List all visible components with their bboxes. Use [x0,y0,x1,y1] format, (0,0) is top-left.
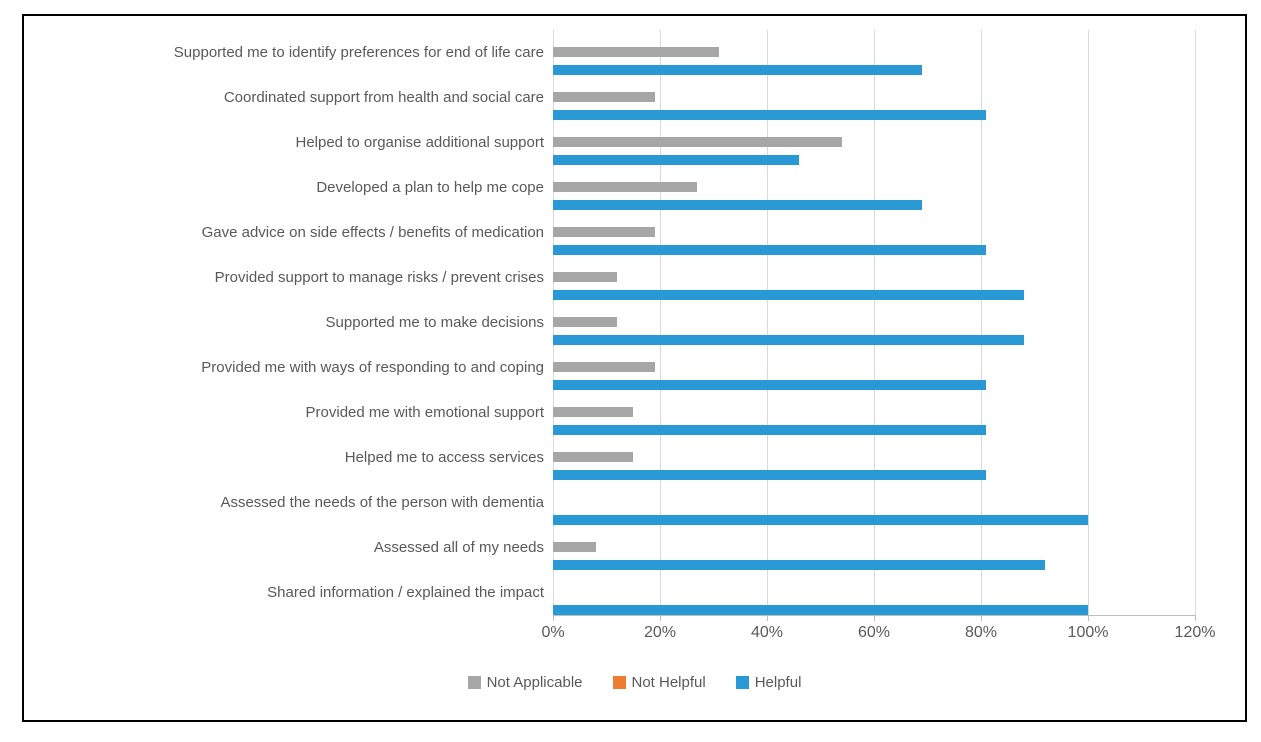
bar-helpful [553,245,987,255]
bar-group [553,570,1195,615]
x-axis-labels: 0% 20% 40% 60% 80% 100% 120% [541,624,1215,646]
legend-item-not-helpful: Not Helpful [612,674,706,691]
bar-group [553,525,1195,570]
bar-helpful [553,200,923,210]
bar-not-applicable [553,317,618,327]
category-row: Coordinated support from health and soci… [24,75,1245,120]
bar-not-applicable [553,137,842,147]
legend-swatch-icon [467,676,481,689]
category-label: Assessed all of my needs [373,539,544,556]
bar-helpful [553,560,1046,570]
bar-helpful [553,425,987,435]
x-axis-tick-mark [767,615,768,621]
category-row: Developed a plan to help me cope [24,165,1245,210]
category-row: Provided me with ways of responding to a… [24,345,1245,390]
legend-swatch-icon [735,676,749,689]
gridline [874,30,875,615]
bar-group [553,30,1195,75]
bar-not-applicable [553,272,618,282]
bar-helpful [553,110,987,120]
category-row: Provided support to manage risks / preve… [24,255,1245,300]
category-row: Helped to organise additional support [24,120,1245,165]
x-axis-tick-label: 80% [964,624,998,641]
category-row: Helped me to access services [24,435,1245,480]
bar-helpful [553,515,1088,525]
category-row: Supported me to make decisions [24,300,1245,345]
x-axis-tick-mark [553,615,554,621]
bar-not-applicable [553,362,655,372]
category-row: Shared information / explained the impac… [24,570,1245,615]
x-axis-tick-label: 100% [1067,624,1109,641]
category-label: Provided me with ways of responding to a… [201,359,544,376]
category-label: Provided support to manage risks / preve… [214,269,544,286]
bar-not-applicable [553,542,596,552]
category-label: Helped me to access services [344,449,544,466]
category-label: Helped to organise additional support [295,134,544,151]
bar-helpful [553,380,987,390]
bar-group [553,120,1195,165]
gridline [981,30,982,615]
x-axis-tick-label: 120% [1174,624,1216,641]
legend-item-helpful: Helpful [735,674,802,691]
gridline [767,30,768,615]
bar-group [553,210,1195,255]
bar-helpful [553,155,800,165]
category-label: Supported me to make decisions [325,314,544,331]
category-label: Gave advice on side effects / benefits o… [201,224,544,241]
legend: Not Applicable Not Helpful Helpful [24,674,1245,691]
bar-not-applicable [553,227,655,237]
bar-group [553,255,1195,300]
gridline [660,30,661,615]
bar-group [553,300,1195,345]
category-label: Shared information / explained the impac… [267,584,544,601]
gridline [1088,30,1089,615]
bar-helpful [553,605,1088,615]
x-axis-tick-label: 40% [750,624,784,641]
gridline [1195,30,1196,615]
category-row: Gave advice on side effects / benefits o… [24,210,1245,255]
bar-group [553,435,1195,480]
bar-not-applicable [553,407,634,417]
category-label: Provided me with emotional support [305,404,544,421]
category-row: Supported me to identify preferences for… [24,30,1245,75]
x-axis-tick-label: 60% [857,624,891,641]
bar-group [553,165,1195,210]
x-axis-tick-mark [981,615,982,621]
bar-helpful [553,470,987,480]
bar-not-applicable [553,92,655,102]
category-row: Assessed all of my needs [24,525,1245,570]
bar-chart: Supported me to identify preferences for… [24,30,1245,615]
category-label: Assessed the needs of the person with de… [220,494,544,511]
bar-helpful [553,65,923,75]
legend-label: Not Applicable [486,674,583,691]
bar-group [553,75,1195,120]
bar-group [553,390,1195,435]
bar-not-applicable [553,452,634,462]
x-axis-tick-label: 0% [541,624,565,641]
x-axis-tick-mark [660,615,661,621]
bar-group [553,345,1195,390]
category-row: Provided me with emotional support [24,390,1245,435]
bar-helpful [553,290,1024,300]
category-label: Developed a plan to help me cope [316,179,544,196]
x-axis-tick-mark [1088,615,1089,621]
bar-not-applicable [553,182,698,192]
category-label: Coordinated support from health and soci… [223,89,544,106]
legend-label: Not Helpful [631,674,706,691]
x-axis-tick-mark [1195,615,1196,621]
legend-label: Helpful [754,674,802,691]
category-label: Supported me to identify preferences for… [173,44,544,61]
bar-helpful [553,335,1024,345]
legend-item-not-applicable: Not Applicable [467,674,583,691]
legend-swatch-icon [612,676,626,689]
bar-not-applicable [553,47,719,57]
chart-frame: Supported me to identify preferences for… [22,14,1247,722]
x-axis-tick-mark [874,615,875,621]
category-row: Assessed the needs of the person with de… [24,480,1245,525]
x-axis-tick-label: 20% [643,624,677,641]
bar-group [553,480,1195,525]
